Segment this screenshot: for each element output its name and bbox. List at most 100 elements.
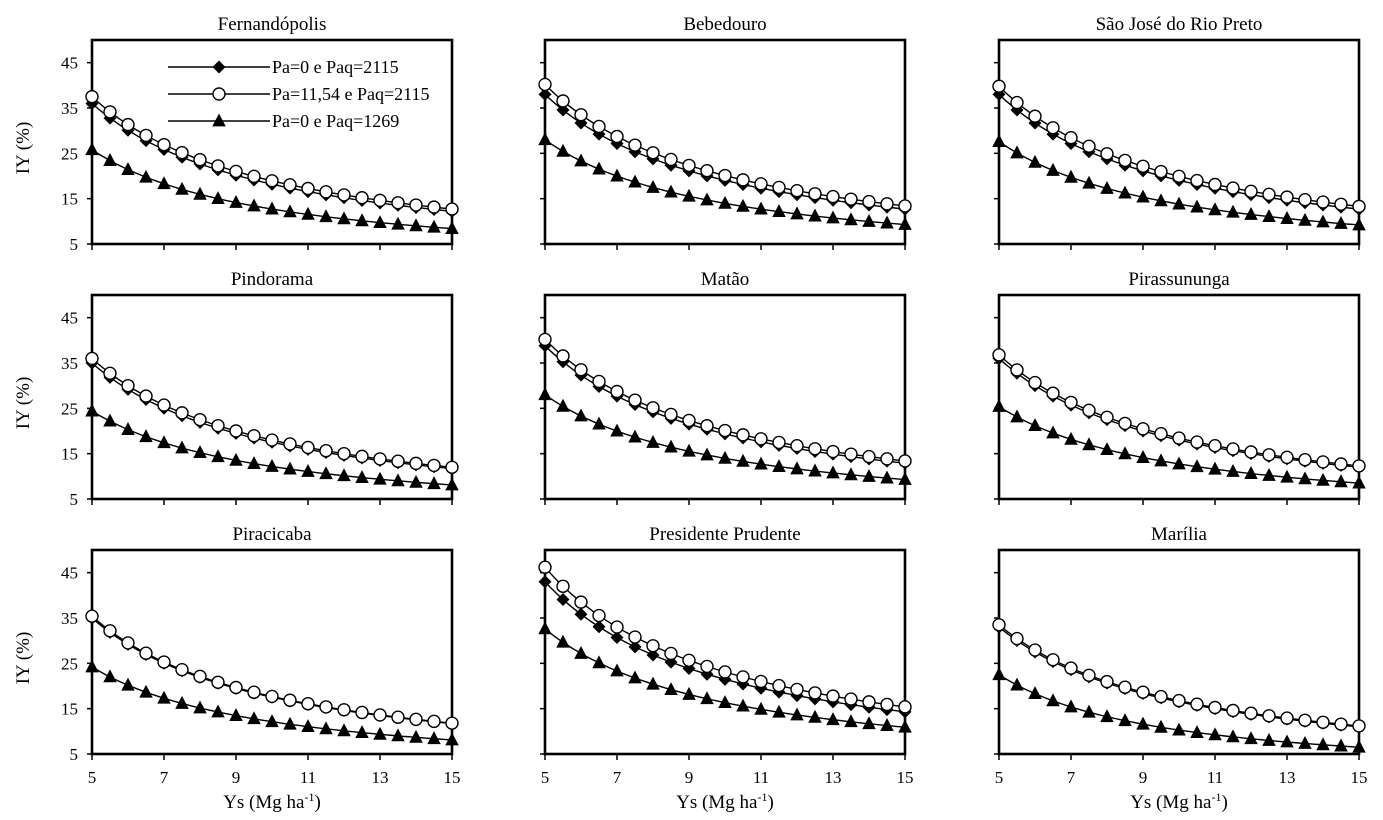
y-axis-label: IY (%) bbox=[13, 122, 34, 175]
data-point bbox=[538, 621, 552, 635]
data-point bbox=[880, 470, 894, 484]
chart-title: Matão bbox=[701, 269, 750, 290]
data-point bbox=[1190, 173, 1204, 188]
plot-frame bbox=[997, 293, 1361, 501]
x-tick-label: 9 bbox=[1139, 768, 1148, 787]
data-point bbox=[646, 401, 660, 415]
x-axis-label: Ys (Mg ha-1) bbox=[223, 790, 321, 813]
data-point bbox=[628, 138, 642, 152]
x-tick-label: 7 bbox=[613, 768, 622, 787]
data-point bbox=[1316, 455, 1330, 469]
legend: Pa=0 e Paq=2115 Pa=11,54 e Paq=2115 Pa=0 e… bbox=[168, 57, 429, 131]
y-tick-label: 45 bbox=[61, 309, 78, 328]
data-point bbox=[628, 630, 642, 644]
series bbox=[992, 348, 1366, 473]
data-point bbox=[157, 137, 171, 152]
data-point bbox=[337, 446, 351, 461]
data-point bbox=[1154, 427, 1168, 441]
data-point bbox=[427, 219, 441, 233]
data-point bbox=[1352, 739, 1366, 753]
data-point bbox=[844, 447, 858, 461]
data-point bbox=[736, 173, 750, 187]
x-tick-label: 9 bbox=[685, 768, 694, 787]
data-point bbox=[1316, 214, 1330, 228]
data-point bbox=[409, 712, 423, 727]
data-point bbox=[1136, 685, 1150, 699]
series bbox=[85, 609, 459, 730]
data-point bbox=[844, 714, 858, 728]
data-point bbox=[754, 432, 768, 446]
x-tick-label: 11 bbox=[753, 768, 769, 787]
data-point bbox=[1064, 169, 1078, 183]
data-point bbox=[808, 709, 822, 723]
data-point bbox=[1154, 453, 1168, 467]
series-line bbox=[91, 362, 453, 470]
data-point bbox=[1208, 700, 1222, 715]
data-point bbox=[391, 454, 405, 468]
plot-frame bbox=[543, 548, 907, 756]
data-point bbox=[1010, 145, 1024, 159]
data-point bbox=[121, 422, 135, 435]
data-point bbox=[1352, 199, 1366, 214]
data-point bbox=[718, 423, 732, 438]
data-point bbox=[1100, 674, 1114, 689]
data-point bbox=[592, 161, 606, 175]
data-point bbox=[319, 444, 333, 458]
data-point bbox=[1046, 121, 1060, 135]
data-point bbox=[1280, 734, 1294, 748]
data-point bbox=[718, 665, 732, 679]
data-point bbox=[592, 374, 606, 389]
data-point bbox=[592, 655, 606, 669]
data-point bbox=[538, 132, 552, 146]
chart-title: Presidente Prudente bbox=[649, 524, 800, 545]
data-point bbox=[808, 463, 822, 477]
chart-panel: Bebedouro bbox=[538, 14, 912, 250]
series-line bbox=[91, 357, 453, 468]
data-point bbox=[283, 693, 297, 707]
data-point bbox=[301, 464, 315, 477]
data-point bbox=[1028, 686, 1042, 700]
data-point bbox=[157, 176, 171, 190]
x-tick-label: 15 bbox=[444, 768, 461, 787]
data-point bbox=[844, 192, 858, 206]
x-tick-label: 11 bbox=[1207, 768, 1223, 787]
chart-title: São José do Rio Preto bbox=[1096, 14, 1263, 35]
data-point bbox=[790, 439, 804, 453]
data-point bbox=[157, 435, 171, 449]
data-point bbox=[1064, 395, 1078, 410]
data-point bbox=[718, 450, 732, 464]
data-point bbox=[283, 716, 297, 730]
data-point bbox=[736, 198, 750, 212]
legend-label: Pa=0 e Paq=1269 bbox=[272, 111, 399, 131]
data-point bbox=[1100, 147, 1114, 161]
data-point bbox=[772, 459, 786, 473]
data-point bbox=[628, 393, 642, 407]
data-point bbox=[880, 697, 894, 712]
data-point bbox=[664, 439, 678, 453]
data-point bbox=[1172, 456, 1186, 470]
data-point bbox=[718, 695, 732, 709]
data-point bbox=[85, 609, 99, 623]
data-point bbox=[1154, 193, 1168, 207]
data-point bbox=[862, 194, 876, 209]
data-point bbox=[682, 653, 696, 668]
data-point bbox=[103, 105, 117, 119]
x-tick-label: 7 bbox=[1067, 768, 1076, 787]
plot-frame bbox=[90, 293, 454, 501]
data-point bbox=[1352, 459, 1366, 473]
data-point bbox=[409, 456, 423, 471]
data-point bbox=[700, 659, 714, 674]
data-point bbox=[1280, 469, 1294, 483]
data-point bbox=[1334, 457, 1348, 471]
data-point bbox=[139, 169, 153, 183]
data-point bbox=[1226, 181, 1240, 195]
chart-title: Marília bbox=[1151, 524, 1207, 545]
data-point bbox=[992, 667, 1006, 681]
data-point bbox=[1334, 474, 1348, 488]
data-point bbox=[157, 655, 171, 669]
y-tick-label: 15 bbox=[61, 190, 78, 209]
data-point bbox=[808, 187, 822, 201]
data-point bbox=[1244, 207, 1258, 220]
plot-frame bbox=[90, 548, 454, 756]
data-point bbox=[826, 689, 840, 703]
